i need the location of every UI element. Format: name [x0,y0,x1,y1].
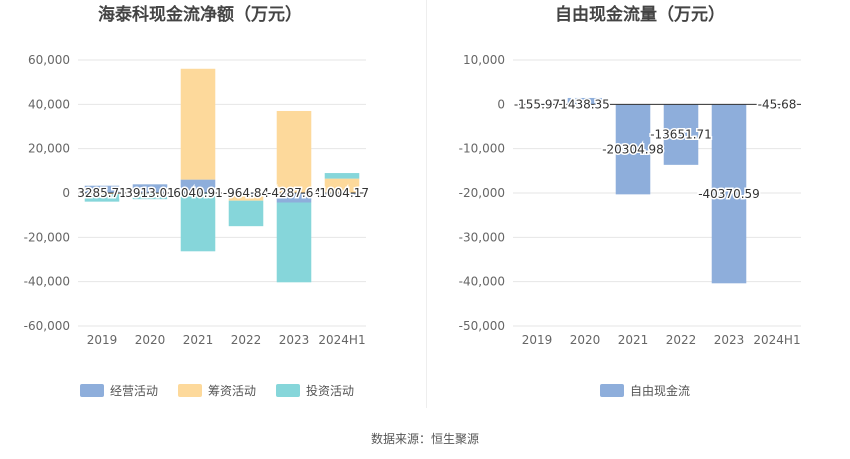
legend-label: 筹资活动 [208,384,256,398]
bar [324,178,360,193]
legend-swatch [276,384,300,397]
chart-title: 自由现金流量（万元） [555,4,725,25]
bar [324,193,360,196]
y-tick-label: -20,000 [24,230,70,244]
legend-swatch [600,384,624,397]
bar [180,179,216,193]
bar [663,104,699,165]
legend-label: 投资活动 [306,383,354,398]
bar [276,193,312,203]
legend-swatch [80,384,104,397]
y-tick-label: -20,000 [459,186,505,200]
data-source-note: 数据来源：恒生聚源 [370,432,479,446]
bar [276,110,312,193]
y-tick-label: 40,000 [28,97,70,111]
y-tick-label: 0 [62,186,70,200]
bar [84,194,120,202]
y-tick-label: -60,000 [24,319,70,333]
legend-label: 经营活动 [110,384,158,398]
bar [276,202,312,283]
bar [615,104,651,195]
y-tick-label: -40,000 [24,275,70,289]
x-tick-label: 2023 [279,333,310,347]
data-label: -13651.71 [650,128,712,142]
y-tick-label: 20,000 [28,142,70,156]
y-tick-label: -50,000 [459,319,505,333]
chart-title: 海泰科现金流净额（万元） [98,4,302,25]
data-label: 6040.91 [173,186,223,200]
data-label: -1004.17 [315,186,369,200]
y-tick-label: -30,000 [459,230,505,244]
x-tick-label: 2024H1 [753,333,800,347]
bar [180,68,216,180]
y-tick-label: 10,000 [463,53,505,67]
data-label: 3913.01 [125,186,175,200]
x-tick-label: 2020 [135,333,166,347]
x-tick-label: 2020 [570,333,601,347]
x-tick-label: 2019 [87,333,118,347]
data-label: -155.97 [514,97,560,111]
bar [84,193,120,195]
data-label: -964.84 [223,186,269,200]
bar [84,185,120,193]
y-tick-label: -40,000 [459,275,505,289]
x-tick-label: 2024H1 [318,333,365,347]
x-tick-label: 2022 [231,333,262,347]
bar [180,193,216,252]
bar [132,184,168,193]
x-tick-label: 2019 [522,333,553,347]
y-tick-label: -10,000 [459,142,505,156]
x-tick-label: 2022 [666,333,697,347]
bar [567,97,603,105]
x-tick-label: 2023 [714,333,745,347]
data-label: 3285.71 [77,186,127,200]
legend-label: 自由现金流 [630,383,690,398]
bar [132,193,168,200]
chart-divider [426,0,427,408]
data-label: -20304.98 [602,142,664,156]
data-label: -4287.64 [267,186,321,200]
bar [324,173,360,179]
x-tick-label: 2021 [183,333,214,347]
bar [228,195,264,201]
bar [711,104,747,284]
cash-flow-net-chart: 海泰科现金流净额（万元） 60,000 40,000 20,000 0 -20,000 -4… [24,4,371,398]
bar [228,193,264,196]
x-tick-label: 2021 [618,333,649,347]
data-label: 1438.35 [560,97,610,111]
bar [228,200,264,227]
data-label: -40370.59 [698,187,760,201]
data-label: -45.68 [758,97,797,111]
y-tick-label: 60,000 [28,53,70,67]
legend-swatch [178,384,202,397]
free-cash-flow-chart: 自由现金流量（万元） 10,000 0 -10,000 -20,000 -30,000 -4… [459,4,801,398]
y-tick-label: 0 [497,97,505,111]
